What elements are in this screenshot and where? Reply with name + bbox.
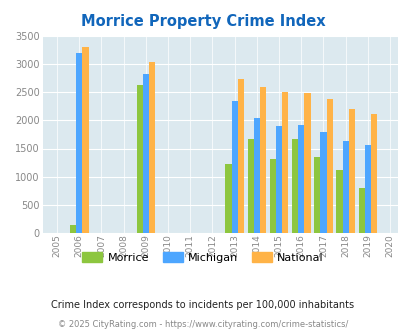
Bar (225, 164, 231, 233)
Bar (348, 109, 354, 233)
Bar (358, 188, 364, 233)
Bar (326, 99, 332, 233)
Bar (313, 157, 320, 233)
Bar (149, 62, 155, 233)
Text: Morrice Property Crime Index: Morrice Property Crime Index (81, 14, 324, 29)
Bar (143, 74, 149, 233)
Bar (259, 87, 266, 233)
Legend: Morrice, Michigan, National: Morrice, Michigan, National (80, 250, 325, 265)
Bar (370, 114, 376, 233)
Bar (253, 117, 259, 233)
Bar (237, 80, 243, 233)
Text: Crime Index corresponds to incidents per 100,000 inhabitants: Crime Index corresponds to incidents per… (51, 300, 354, 310)
Bar (281, 92, 288, 233)
Text: © 2025 CityRating.com - https://www.cityrating.com/crime-statistics/: © 2025 CityRating.com - https://www.city… (58, 319, 347, 329)
Bar (76, 53, 82, 233)
Bar (247, 139, 253, 233)
Bar (291, 139, 297, 233)
Bar (304, 93, 310, 233)
Bar (364, 145, 370, 233)
Bar (70, 225, 76, 233)
Bar (269, 159, 275, 233)
Bar (336, 170, 342, 233)
Bar (342, 141, 348, 233)
Bar (231, 101, 237, 233)
Bar (320, 132, 326, 233)
Bar (82, 47, 88, 233)
Bar (297, 125, 304, 233)
Bar (136, 85, 143, 233)
Bar (275, 126, 281, 233)
